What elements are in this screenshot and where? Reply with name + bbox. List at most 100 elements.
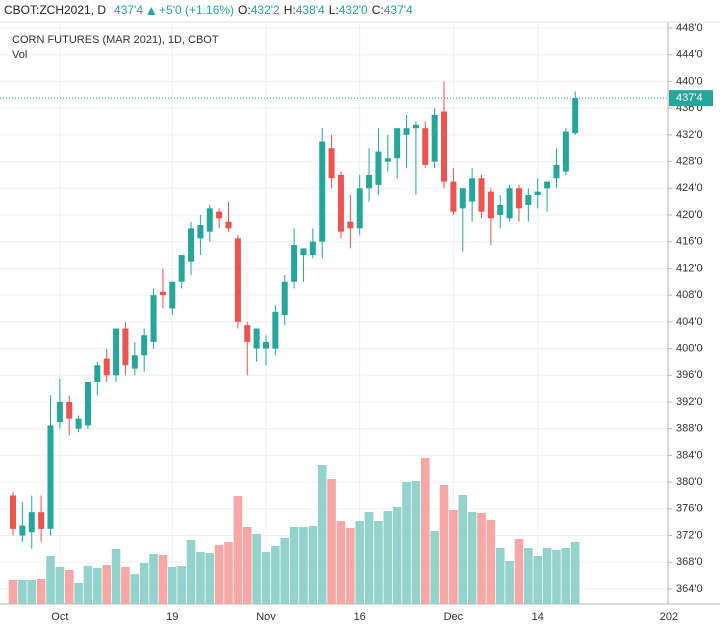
candle-body bbox=[113, 328, 120, 376]
volume-bar bbox=[271, 546, 280, 604]
candle-body bbox=[47, 425, 54, 529]
y-tick-label: 440'0 bbox=[676, 75, 703, 87]
candle-body bbox=[188, 228, 195, 262]
candle-body bbox=[403, 128, 410, 135]
y-tick-label: 432'0 bbox=[676, 129, 703, 141]
high: 438'4 bbox=[296, 3, 325, 17]
candle-body bbox=[84, 381, 91, 426]
candle-body bbox=[56, 401, 63, 423]
volume-bar bbox=[299, 527, 308, 604]
volume-bar bbox=[477, 513, 486, 604]
volume-bar bbox=[18, 580, 27, 604]
volume-bar bbox=[561, 548, 571, 604]
volume-bar bbox=[252, 534, 261, 604]
volume-bar bbox=[167, 567, 177, 604]
candle-body bbox=[169, 281, 176, 309]
candle-body bbox=[506, 188, 513, 219]
y-tick-label: 444'0 bbox=[676, 49, 703, 61]
high-label: H: bbox=[284, 3, 296, 17]
y-tick-label: 380'0 bbox=[676, 476, 703, 488]
y-tick-label: 376'0 bbox=[676, 503, 703, 515]
volume-bar bbox=[177, 566, 186, 604]
volume-bar bbox=[486, 520, 496, 604]
candle-body bbox=[75, 418, 82, 429]
volume-bar bbox=[570, 542, 580, 604]
candle-body bbox=[525, 194, 532, 205]
volume-bar bbox=[139, 563, 149, 604]
candle-body bbox=[515, 188, 522, 209]
y-tick-label: 392'0 bbox=[676, 396, 703, 408]
x-tick-label: Nov bbox=[256, 611, 276, 623]
y-tick-label: 384'0 bbox=[676, 449, 703, 461]
low-label: L: bbox=[329, 3, 339, 17]
candle-body bbox=[253, 328, 260, 349]
volume-label: Vol bbox=[12, 49, 27, 61]
candle-body bbox=[487, 191, 494, 219]
candle-body bbox=[300, 248, 307, 256]
volume-bar bbox=[36, 579, 46, 604]
y-tick-label: 412'0 bbox=[676, 262, 703, 274]
candle-body bbox=[356, 188, 363, 229]
grid bbox=[0, 22, 670, 604]
candle-body bbox=[450, 181, 457, 212]
candle-body bbox=[431, 114, 438, 162]
volume-bar bbox=[196, 552, 205, 604]
volume-bar bbox=[552, 550, 561, 604]
candle-body bbox=[394, 128, 401, 159]
candle-body bbox=[309, 241, 316, 256]
symbol: CBOT:ZCH2021, D bbox=[4, 3, 106, 17]
axis-layer: 364'0 368'0 372'0 376'0 380'0 384'0 388'0 392'0… bbox=[0, 22, 713, 623]
volume-bar bbox=[224, 542, 233, 604]
y-tick-label: 372'0 bbox=[676, 529, 703, 541]
volume-bar bbox=[205, 553, 215, 604]
x-tick-label: 16 bbox=[354, 611, 366, 623]
candle-body bbox=[366, 174, 373, 189]
volume-bar bbox=[346, 528, 355, 604]
candle-body bbox=[141, 335, 148, 356]
volume-bar bbox=[111, 549, 121, 604]
close: 437'4 bbox=[384, 3, 413, 17]
candle-body bbox=[38, 512, 45, 529]
volume-bar bbox=[458, 495, 468, 604]
volume-bar bbox=[514, 539, 524, 604]
y-tick-label: 364'0 bbox=[676, 583, 703, 595]
volume-bar bbox=[102, 565, 111, 604]
candle-layer bbox=[10, 81, 579, 549]
volume-bar bbox=[336, 521, 346, 604]
y-tick-label: 388'0 bbox=[676, 423, 703, 435]
candle-body bbox=[469, 178, 476, 202]
y-tick-label: 400'0 bbox=[676, 342, 703, 354]
volume-bar bbox=[83, 566, 93, 604]
candle-body bbox=[131, 355, 138, 369]
candle-body bbox=[572, 98, 579, 134]
volume-bar bbox=[317, 465, 327, 604]
volume-bar bbox=[524, 548, 533, 604]
candle-body bbox=[281, 281, 288, 316]
candle-body bbox=[459, 188, 466, 209]
x-tick-label: 14 bbox=[532, 611, 544, 623]
volume-bar bbox=[374, 521, 383, 604]
candle-body bbox=[122, 328, 129, 366]
candle-body bbox=[384, 158, 391, 162]
candle-body bbox=[544, 181, 551, 189]
x-tick-label: Oct bbox=[51, 611, 68, 623]
candle-body bbox=[206, 208, 213, 232]
volume-bar bbox=[542, 548, 552, 604]
volume-bar bbox=[402, 482, 411, 604]
y-tick-label: 428'0 bbox=[676, 155, 703, 167]
volume-bar bbox=[355, 521, 364, 604]
candle-body bbox=[422, 128, 429, 165]
y-tick-label: 424'0 bbox=[676, 182, 703, 194]
candle-body bbox=[19, 525, 26, 536]
candle-body bbox=[178, 255, 185, 282]
volume-bar bbox=[158, 555, 168, 604]
candle-body bbox=[337, 174, 344, 232]
candle-body bbox=[562, 131, 569, 172]
candle-body bbox=[94, 365, 101, 382]
last-price-box bbox=[669, 90, 713, 107]
candle-body bbox=[347, 221, 354, 229]
candle-body bbox=[534, 191, 541, 195]
candle-body bbox=[319, 141, 326, 242]
volume-bar bbox=[8, 580, 18, 604]
volume-bar bbox=[383, 511, 393, 604]
